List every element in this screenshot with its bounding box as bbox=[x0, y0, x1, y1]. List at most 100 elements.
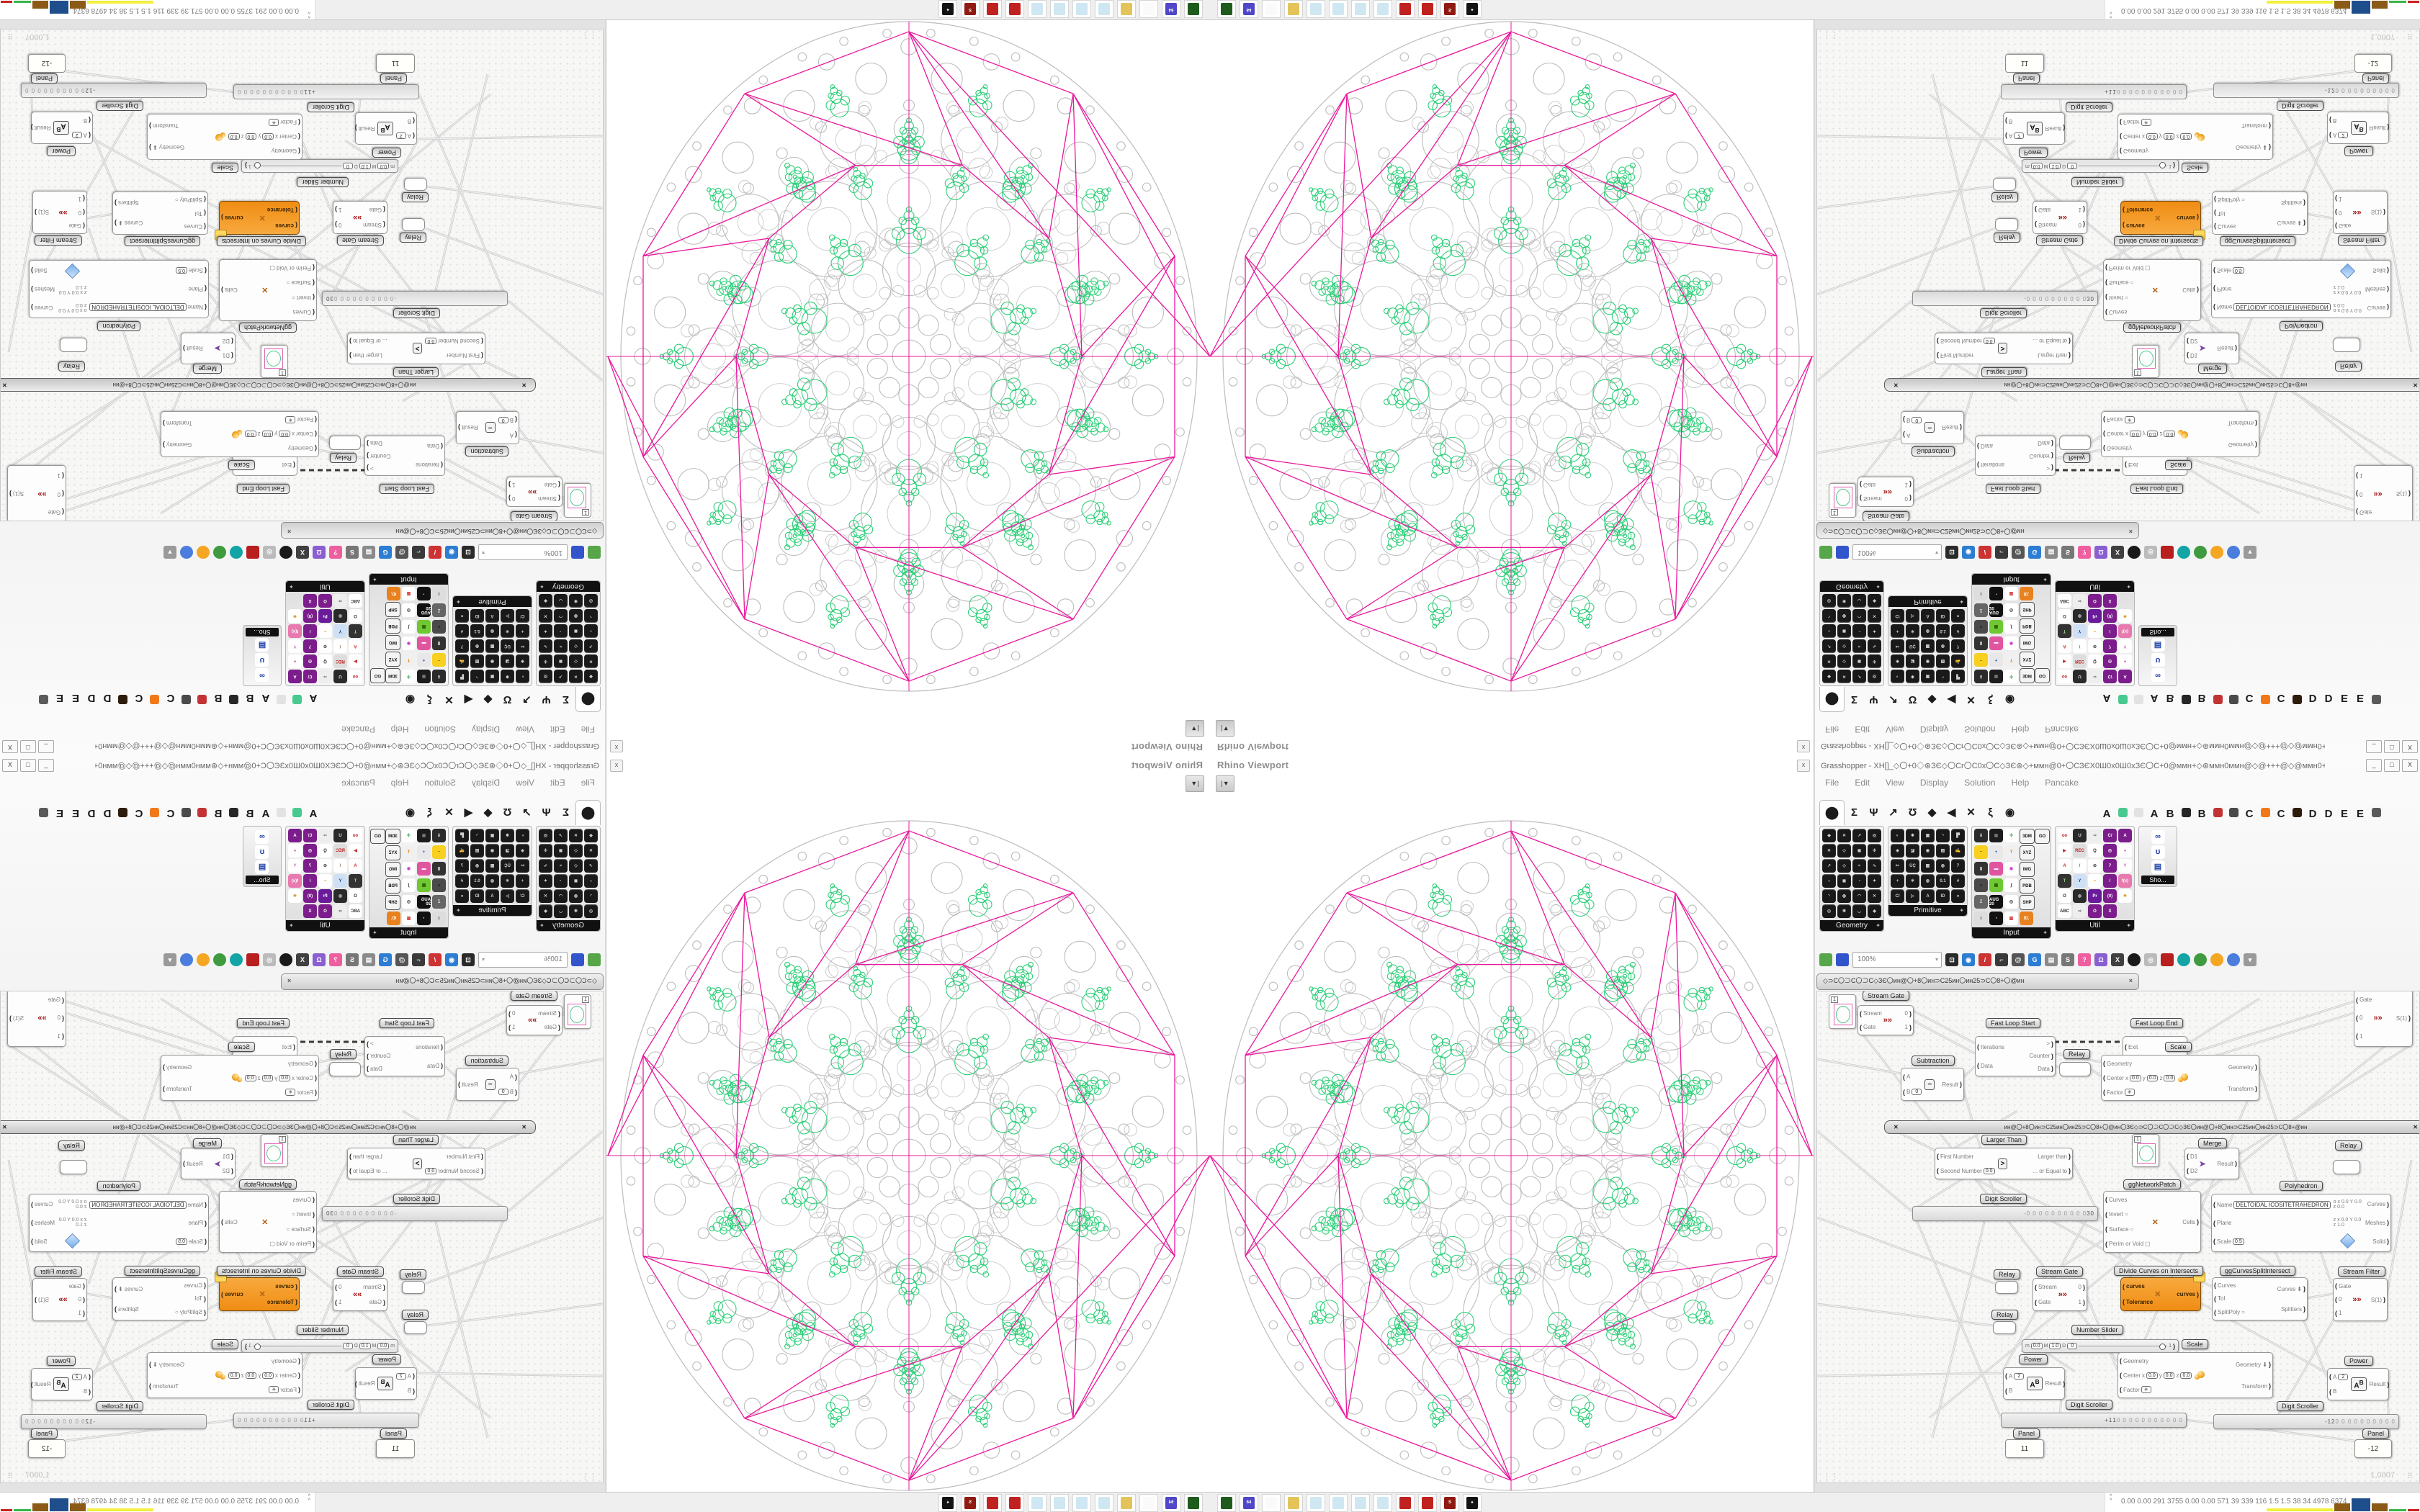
component-icon[interactable]: ≈ bbox=[1852, 639, 1866, 653]
component-icon[interactable]: f(x) bbox=[288, 874, 302, 888]
component-icon[interactable]: ◉ bbox=[402, 862, 416, 876]
center-y-value[interactable]: 0.0 bbox=[2163, 133, 2175, 140]
slider-m-value[interactable]: 0.0 bbox=[377, 163, 390, 169]
digit-scroller[interactable]: -0 0 0 0 0 0 0 0 0 0 3 0 bbox=[322, 1206, 508, 1221]
toggle-icon[interactable]: ○ bbox=[2130, 1225, 2134, 1233]
show-curve-icon[interactable]: ▤ bbox=[2151, 638, 2165, 652]
component-icon[interactable]: ◆ bbox=[584, 829, 598, 842]
input-notch-icon[interactable]: ( bbox=[83, 1295, 85, 1303]
menu-item-help[interactable]: Help bbox=[390, 724, 409, 734]
component-icon[interactable]: / bbox=[333, 859, 347, 873]
menu-item-pancake[interactable]: Pancake bbox=[2045, 778, 2079, 788]
palette-footer-arrow-icon[interactable]: ✦ bbox=[372, 930, 377, 936]
slider-handle[interactable] bbox=[254, 162, 261, 168]
palette-footer[interactable]: Primitive ✦ bbox=[1888, 905, 1967, 916]
taskbar-tile[interactable] bbox=[1418, 1494, 1437, 1512]
menu-item-file[interactable]: File bbox=[1825, 724, 1839, 734]
input-notch-icon[interactable]: ( bbox=[1937, 1167, 1939, 1174]
flower-icon[interactable] bbox=[274, 804, 290, 825]
balloon-teal-icon[interactable] bbox=[230, 546, 243, 559]
palette-footer[interactable]: Util ✦ bbox=[2056, 920, 2134, 931]
menu-item-edit[interactable]: Edit bbox=[1855, 724, 1870, 734]
input-notch-icon[interactable]: ( bbox=[2105, 264, 2107, 272]
component-icon[interactable]: ✍ bbox=[1951, 844, 1965, 858]
component-icon[interactable]: 7 bbox=[455, 639, 469, 653]
component-icon[interactable]: ● bbox=[2118, 844, 2132, 858]
palette-tab-icon[interactable]: ↗ bbox=[1888, 693, 1898, 706]
input-notch-icon[interactable]: ( bbox=[315, 1089, 317, 1096]
number-slider[interactable]: m 0.0 M 1.0 D 0 1) bbox=[2022, 1339, 2179, 1353]
component-icon[interactable]: O bbox=[2088, 594, 2102, 608]
fast-loop-start[interactable]: (Iterations(Data >) Counter) Data) bbox=[1975, 1036, 2056, 1076]
notes-icon[interactable]: ▤ bbox=[2045, 546, 2058, 559]
palette-footer-arrow-icon[interactable]: ✦ bbox=[539, 583, 544, 590]
component-icon[interactable]: ∿ bbox=[539, 639, 552, 653]
component-icon[interactable]: ◇ bbox=[569, 639, 583, 653]
input-notch-icon[interactable]: ( bbox=[2214, 1295, 2216, 1302]
component-icon[interactable]: ✦ bbox=[539, 624, 552, 638]
digit-scroller-label[interactable]: Digit Scroller bbox=[307, 1400, 354, 1410]
lamp-icon[interactable]: Ω bbox=[313, 546, 326, 559]
center-z-value[interactable]: 0.0 bbox=[244, 431, 256, 438]
plugin-tab-B[interactable]: B bbox=[214, 692, 223, 704]
digit-scroller[interactable]: -1 2 0 0 0 0 0 0 0 0 0 0 bbox=[21, 1414, 207, 1429]
dots-grid-icon[interactable] bbox=[36, 687, 52, 708]
relay[interactable] bbox=[2059, 1062, 2091, 1076]
component-icon[interactable]: ✣ bbox=[1868, 844, 1881, 858]
input-notch-icon[interactable]: ( bbox=[293, 462, 295, 469]
input-notch-icon[interactable]: ( bbox=[231, 1153, 233, 1160]
component-icon[interactable]: ▬ bbox=[1989, 862, 2003, 876]
menu-item-solution[interactable]: Solution bbox=[424, 724, 456, 734]
component-icon[interactable]: T bbox=[2058, 624, 2071, 638]
component-icon[interactable]: ✳ bbox=[2118, 609, 2132, 623]
component-icon[interactable]: + bbox=[1989, 845, 2003, 859]
relay-label[interactable]: Relay bbox=[1994, 233, 2021, 243]
notes-icon[interactable]: ▤ bbox=[362, 546, 375, 559]
component-icon[interactable]: SHP bbox=[385, 602, 400, 617]
component-icon[interactable]: ◝ bbox=[1822, 609, 1836, 623]
component-icon[interactable]: ◆ bbox=[1822, 829, 1836, 842]
component-icon[interactable]: ▛ bbox=[455, 670, 469, 683]
cylinder-red-icon[interactable] bbox=[2161, 953, 2174, 966]
component-icon[interactable]: (0) bbox=[303, 889, 317, 903]
component-icon[interactable]: ▛ bbox=[1951, 829, 1965, 842]
input-notch-icon[interactable]: ( bbox=[2214, 222, 2216, 230]
taskbar-tile[interactable] bbox=[1351, 1494, 1370, 1512]
component-icon[interactable]: ◓ bbox=[318, 624, 332, 638]
component-icon[interactable]: XYZ bbox=[2020, 845, 2035, 860]
input-notch-icon[interactable]: ( bbox=[2335, 1295, 2337, 1303]
grid-icon[interactable] bbox=[2226, 687, 2241, 708]
component-icon[interactable]: ◼ bbox=[569, 624, 583, 638]
input-notch-icon[interactable]: ( bbox=[313, 1225, 315, 1233]
component-icon[interactable]: ∿ bbox=[539, 859, 552, 873]
taskbar-tile[interactable] bbox=[1005, 1494, 1024, 1512]
component-icon[interactable]: ⇓ bbox=[432, 829, 446, 842]
input-notch-icon[interactable]: ( bbox=[2035, 206, 2037, 214]
polyhedron-name-value[interactable]: DELTOIDAL ICOSITETRAHEDRON bbox=[2233, 1200, 2331, 1209]
input-notch-icon[interactable]: ( bbox=[231, 1167, 233, 1174]
taskbar-tile[interactable] bbox=[1117, 1494, 1136, 1512]
digit-scroller[interactable]: +1 1 0 0 0 0 0 0 0 0 0 0 0 bbox=[233, 84, 419, 99]
value-chip[interactable]: 0.0 bbox=[425, 338, 437, 345]
component-icon[interactable]: X bbox=[303, 904, 317, 918]
component-icon[interactable]: REC bbox=[333, 654, 347, 668]
stream-gate-label[interactable]: Stream Gate bbox=[1863, 511, 1910, 521]
input-notch-icon[interactable]: ( bbox=[231, 352, 233, 359]
lamp-icon[interactable]: Ω bbox=[2094, 953, 2107, 966]
show-curve-icon[interactable]: ▤ bbox=[2151, 860, 2165, 874]
stream-filter[interactable]: (Gate(0(1»» S(1)) bbox=[32, 191, 87, 234]
zoom-select[interactable]: 100% bbox=[478, 952, 568, 968]
plugin-tab-C[interactable]: C bbox=[2245, 692, 2254, 704]
component-icon[interactable]: ◎ bbox=[539, 829, 552, 842]
component-icon[interactable]: # bbox=[1951, 874, 1965, 888]
toggle-icon[interactable]: ○ bbox=[2125, 1211, 2128, 1218]
gg-curves-split-intersect[interactable]: (Curves(Tol(SplitPoly ○ Curves ⬇) Splitters… bbox=[112, 1277, 208, 1320]
component-icon[interactable]: ✍ bbox=[455, 844, 469, 858]
component-icon[interactable]: ✳ bbox=[288, 889, 302, 903]
component-icon[interactable]: ✳ bbox=[1906, 874, 1919, 888]
component-icon[interactable]: ❋ bbox=[1837, 904, 1851, 918]
package-icon[interactable]: ? bbox=[2078, 953, 2091, 966]
notes-icon[interactable]: ▤ bbox=[2045, 953, 2058, 966]
output-notch-icon[interactable]: ) bbox=[1909, 481, 1912, 489]
power[interactable]: (A 2(B AB Result) bbox=[2327, 1368, 2389, 1400]
